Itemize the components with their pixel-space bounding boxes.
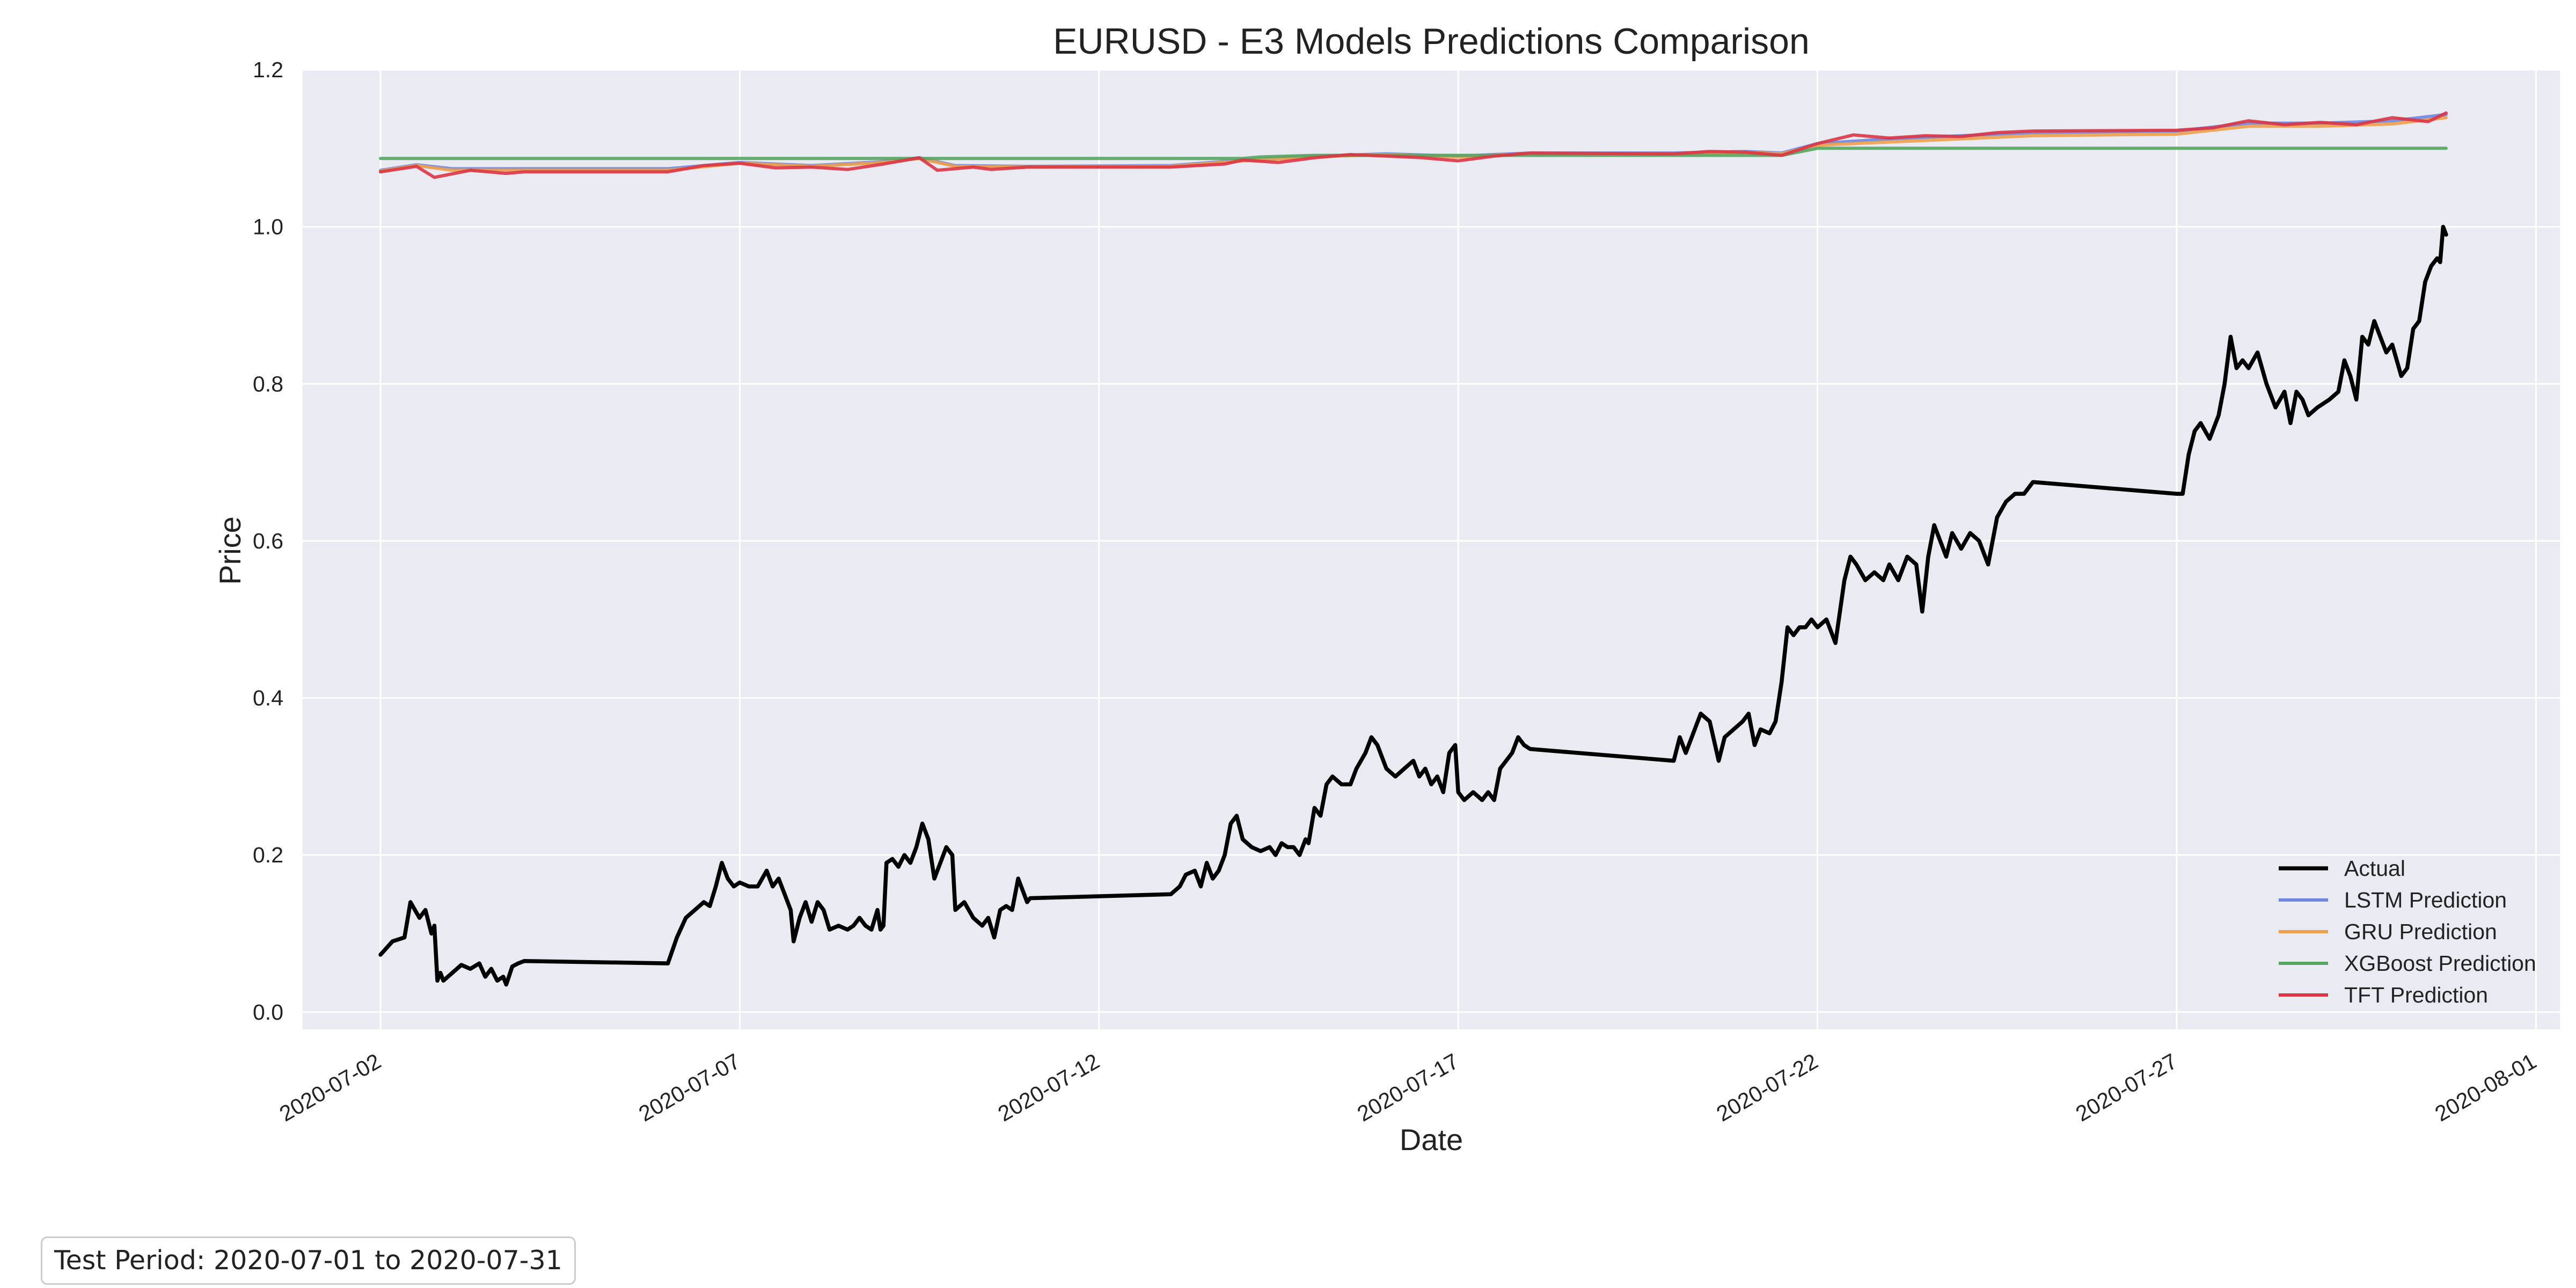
legend-label-gru-prediction: GRU Prediction <box>2344 919 2497 944</box>
y-tick-label-2: 0.4 <box>253 686 283 711</box>
y-axis-label: Price <box>213 516 247 585</box>
y-tick-label-6: 1.2 <box>253 57 283 82</box>
y-tick-label-5: 1.0 <box>253 215 283 239</box>
legend-label-lstm-prediction: LSTM Prediction <box>2344 888 2507 912</box>
legend-label-xgboost-prediction: XGBoost Prediction <box>2344 951 2536 976</box>
gridlines <box>303 69 2560 1029</box>
series-line-actual <box>378 224 2448 987</box>
legend: Actual LSTM Prediction GRU Prediction XGBoo… <box>2279 856 2536 1007</box>
x-axis-label: Date <box>1400 1123 1463 1157</box>
x-axis-ticks: 2020-07-02 2020-07-07 2020-07-12 2020-07-17… <box>275 1049 2541 1126</box>
y-tick-label-1: 0.2 <box>253 843 283 867</box>
y-tick-label-0: 0.0 <box>253 1000 283 1024</box>
x-tick-label-3: 2020-07-17 <box>1353 1049 1463 1126</box>
y-axis-ticks: 0.0 0.2 0.4 0.6 0.8 1.0 1.2 <box>253 57 283 1024</box>
series-line-xgboost-prediction <box>379 147 2448 160</box>
series-lines <box>378 111 2448 987</box>
y-tick-label-4: 0.8 <box>253 371 283 396</box>
x-tick-label-1: 2020-07-07 <box>634 1049 744 1126</box>
legend-label-actual: Actual <box>2344 856 2405 881</box>
x-tick-label-5: 2020-07-27 <box>2072 1049 2182 1126</box>
x-tick-label-0: 2020-07-02 <box>275 1049 385 1126</box>
series-line-tft-prediction <box>379 111 2448 179</box>
y-tick-label-3: 0.6 <box>253 529 283 553</box>
test-period-note: Test Period: 2020-07-01 to 2020-07-31 <box>41 1236 576 1285</box>
legend-label-tft-prediction: TFT Prediction <box>2344 983 2488 1007</box>
x-tick-label-6: 2020-08-01 <box>2431 1049 2541 1126</box>
x-tick-label-4: 2020-07-22 <box>1712 1049 1822 1126</box>
chart-title: EURUSD - E3 Models Predictions Compariso… <box>1053 21 1810 62</box>
plot-area <box>303 70 2560 1029</box>
x-tick-label-2: 2020-07-12 <box>994 1049 1104 1126</box>
